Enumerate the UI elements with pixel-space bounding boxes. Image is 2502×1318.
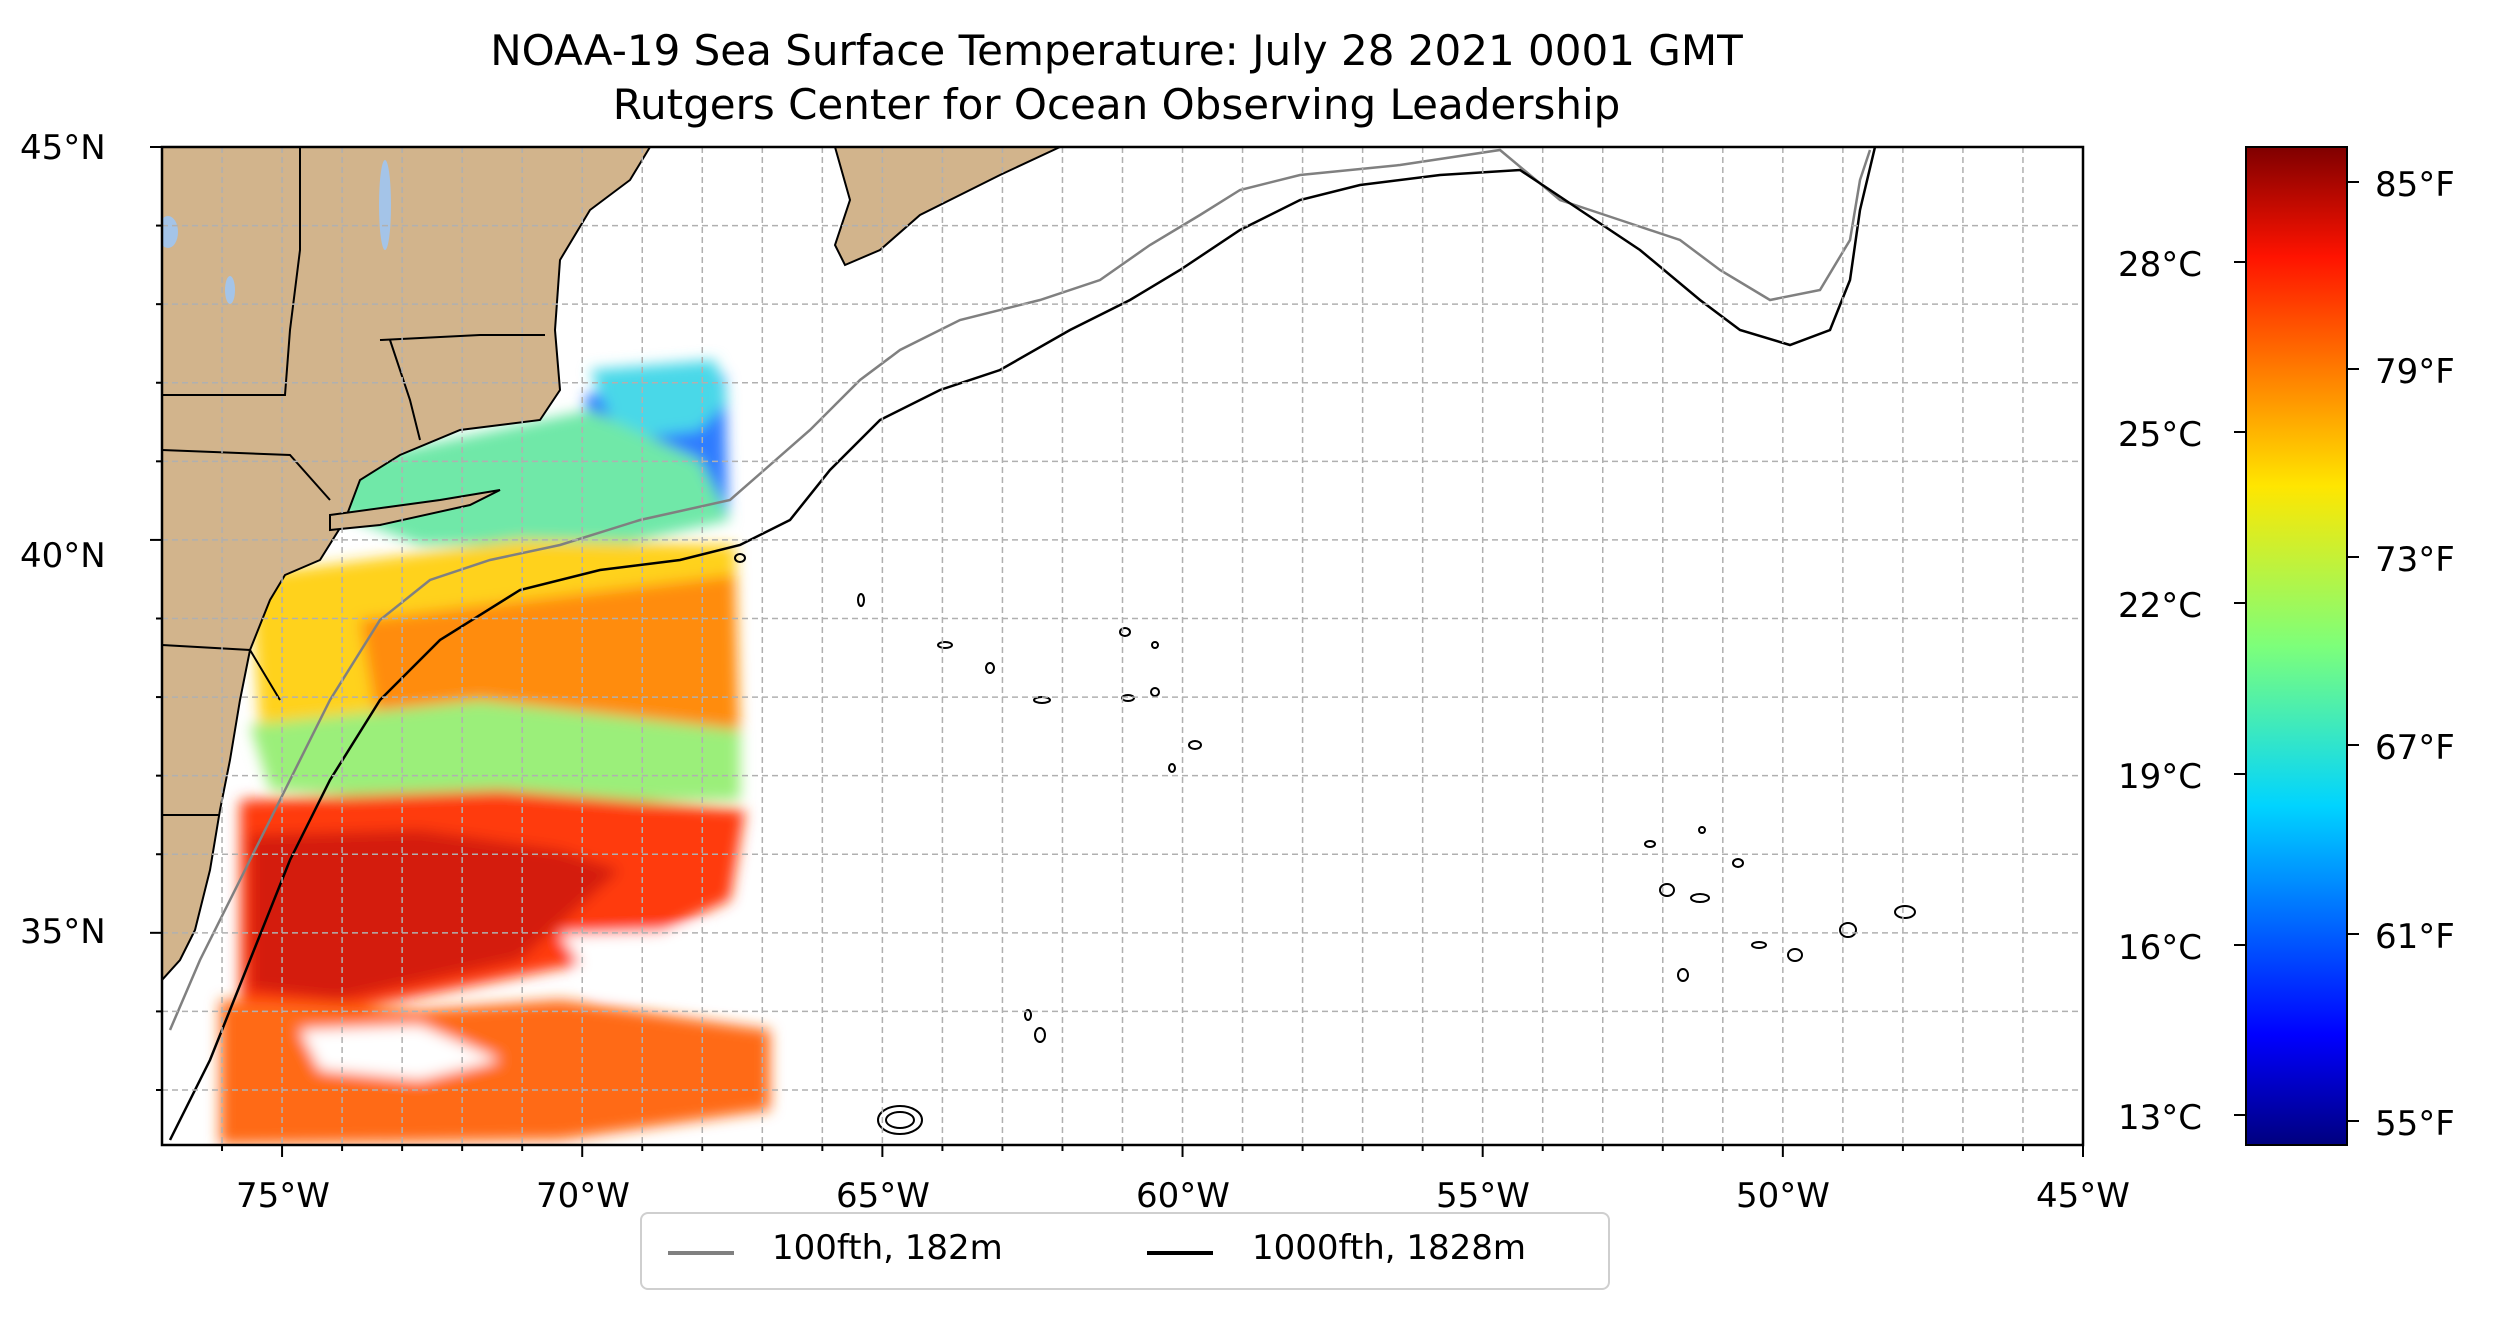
colorbar-label-c-19: 19°C	[2118, 757, 2203, 797]
axis-ticks	[150, 146, 2084, 1157]
legend-swatch-1000fth	[1147, 1251, 1213, 1255]
sst-cyan-green-front	[250, 700, 740, 805]
colorbar-label-f-79: 79°F	[2375, 352, 2455, 392]
lake-champlain	[379, 160, 391, 250]
seamount-contours	[734, 553, 1916, 1135]
colorbar-label-c-22: 22°C	[2118, 586, 2203, 626]
lon-label-55w: 55°W	[1436, 1176, 1530, 1216]
sst-orange-patches	[220, 1000, 770, 1145]
lat-label-35n: 35°N	[20, 912, 106, 952]
sst-white-gap-1	[300, 1025, 500, 1080]
state-borders	[162, 147, 301, 396]
lon-label-60w: 60°W	[1136, 1176, 1230, 1216]
isobath-1000fth	[168, 147, 1877, 1141]
sst-darkred-stream	[250, 830, 620, 1000]
land-nova-scotia	[833, 147, 1061, 267]
lat-label-40n: 40°N	[20, 536, 106, 576]
lon-label-70w: 70°W	[536, 1176, 630, 1216]
map-title: NOAA-19 Sea Surface Temperature: July 28…	[490, 26, 1743, 75]
legend: 100fth, 182m 1000fth, 1828m	[640, 1212, 1610, 1290]
land-long-island	[329, 489, 501, 532]
isobath-100fth	[168, 148, 1872, 1031]
legend-label-100fth: 100fth, 182m	[772, 1228, 1003, 1268]
colorbar-label-f-55: 55°F	[2375, 1104, 2455, 1144]
legend-swatch-100fth	[668, 1251, 734, 1255]
lon-label-75w: 75°W	[236, 1176, 330, 1216]
colorbar-label-f-73: 73°F	[2375, 540, 2455, 580]
colorbar-label-f-61: 61°F	[2375, 917, 2455, 957]
colorbar-label-c-16: 16°C	[2118, 928, 2203, 968]
map-subtitle: Rutgers Center for Ocean Observing Leade…	[612, 80, 1621, 129]
sst-white-gap-2	[560, 930, 720, 990]
sst-cyan-north	[590, 360, 728, 440]
lat-label-45n: 45°N	[20, 128, 106, 168]
colorbar-label-f-85: 85°F	[2375, 165, 2455, 205]
colorbar-label-c-28: 28°C	[2118, 245, 2203, 285]
lon-label-65w: 65°W	[836, 1176, 930, 1216]
lon-label-50w: 50°W	[1736, 1176, 1830, 1216]
colorbar	[2245, 146, 2348, 1146]
legend-label-1000fth: 1000fth, 1828m	[1252, 1228, 1527, 1268]
colorbar-label-c-25: 25°C	[2118, 415, 2203, 455]
colorbar-label-f-67: 67°F	[2375, 728, 2455, 768]
colorbar-ticks	[2234, 181, 2359, 1122]
colorbar-label-c-13: 13°C	[2118, 1098, 2203, 1138]
gridlines	[162, 147, 2083, 1145]
lon-label-45w: 45°W	[2036, 1176, 2130, 1216]
